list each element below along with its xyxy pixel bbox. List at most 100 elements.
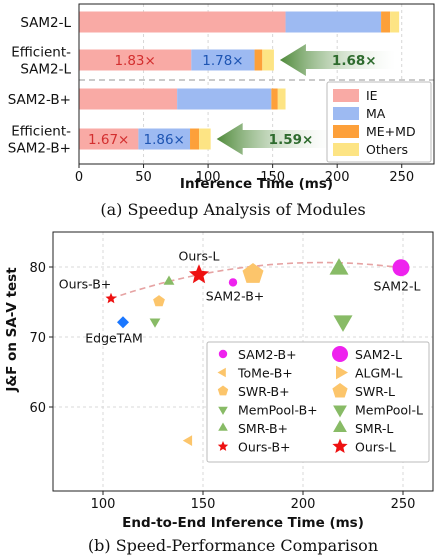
bar-ma-1 [191,49,255,71]
legend-marker-mempool-b [218,406,228,415]
caption-a: (a) Speedup Analysis of Modules [100,200,365,219]
bar-ma-3 [138,128,191,150]
y-tick-label: 60 [29,401,46,416]
legend-marker-sam2-l [332,346,348,362]
legend-label: ToMe-B+ [237,366,293,381]
legend-swatch-others [333,143,359,156]
y-axis-label: J&F on SA-V test [4,267,20,393]
point-edgetam [117,316,129,329]
bar-others-3 [199,128,211,150]
legend-box [206,341,430,463]
legend-label: SMR-L [355,421,393,436]
category-label: SAM2-B+ [8,92,71,108]
legend-swatch-me-md [333,125,359,138]
bar-ie-2 [79,88,178,110]
legend-marker-tome-b [217,367,226,378]
point-sam2-l [392,259,410,277]
x-axis-label: End-to-End Inference Time (ms) [122,515,364,531]
bar-ie-3 [79,128,139,150]
speedup-label: 1.59× [269,132,314,148]
legend-label: SAM2-L [355,347,402,362]
y-tick-label: 80 [29,261,46,276]
legend-label: MA [366,106,386,121]
legend-marker-algm-l [336,365,348,380]
bar-ie-1 [79,49,192,71]
point-ours-l [189,264,209,284]
trend-curve [110,261,402,300]
point-label: Ours-L [179,249,220,264]
point-mempool-l [333,315,353,332]
plot-frame [78,3,435,165]
legend-label: SMR-B+ [238,421,288,436]
legend-marker-ours-b [217,441,229,451]
x-tick-label: 100 [91,497,116,512]
bar-others-1 [262,49,274,71]
bar-me-md-0 [381,11,391,33]
bar-me-md-3 [190,128,200,150]
category-label: SAM2-L [20,62,71,78]
x-tick-label: 250 [389,170,414,185]
segment-speedup-label: 1.67× [88,132,129,148]
legend-swatch-ma [333,107,359,120]
speedup-arrow [279,44,396,76]
bar-ma-0 [285,11,382,33]
point-ours-b [105,292,117,304]
speedup-label: 1.68× [332,53,377,69]
point-smr-b [163,275,175,285]
x-tick-label: 0 [75,170,83,185]
category-label: Efficient- [11,124,71,140]
legend-label: ALGM-L [355,366,402,381]
legend-swatch-ie [333,89,359,102]
y-tick-label: 70 [29,331,46,346]
category-label: SAM2-B+ [8,141,71,157]
point-swr-b [153,295,165,307]
legend-label: ME+MD [366,124,416,139]
point-label: SAM2-L [374,279,421,294]
bar-others-0 [390,11,400,33]
legend-label: SWR-L [355,384,395,399]
segment-speedup-label: 1.86× [144,132,185,148]
legend-marker-swr-b [217,385,229,396]
plot-frame [52,231,434,492]
legend-label: Ours-L [355,440,396,455]
legend-label: MemPool-L [355,403,423,418]
legend-label: SAM2-B+ [238,347,297,362]
point-tome-b [182,435,193,446]
legend-label: SWR-B+ [238,384,290,399]
point-swr-l [242,263,264,283]
bar-me-md-2 [271,88,278,110]
bar-ma-2 [177,88,272,110]
x-tick-label: 150 [260,170,285,185]
x-tick-label: 50 [135,170,152,185]
point-mempool-b [149,318,161,328]
caption-b: (b) Speed-Performance Comparison [88,536,378,555]
point-label: Ours-B+ [59,277,112,292]
point-sam2-b [228,278,238,287]
legend-marker-mempool-l [333,405,347,418]
segment-speedup-label: 1.83× [114,53,155,69]
x-tick-label: 250 [391,497,416,512]
x-tick-label: 200 [325,170,350,185]
x-axis-label: Inference Time (ms) [180,176,333,192]
x-tick-label: 150 [191,497,216,512]
speedup-bar-chart: 1.83× 1.78× 1.68×1.67× 1.86× 1.59×SAM2-LEffi… [8,3,435,219]
category-label: SAM2-L [20,15,71,31]
speed-performance-scatter: Ours-L Ours-B+ SAM2-B+ SAM2-L EdgeTAM 100 150 2… [4,231,434,555]
legend-label: MemPool-B+ [238,403,318,418]
point-label: SAM2-B+ [206,288,265,303]
bar-others-2 [277,88,286,110]
speedup-arrow [216,123,333,155]
bar-ie-0 [79,11,286,33]
point-label: EdgeTAM [85,330,142,345]
x-tick-label: 200 [291,497,316,512]
bar-me-md-1 [254,49,263,71]
category-label: Efficient- [11,45,71,61]
legend-label: IE [366,88,378,103]
legend-label: Ours-B+ [238,440,291,455]
segment-speedup-label: 1.78× [202,53,243,69]
legend-marker-sam2-b [218,349,228,359]
legend-marker-ours-l [332,438,348,453]
legend-marker-smr-l [333,420,347,432]
legend-label: Others [366,142,408,157]
